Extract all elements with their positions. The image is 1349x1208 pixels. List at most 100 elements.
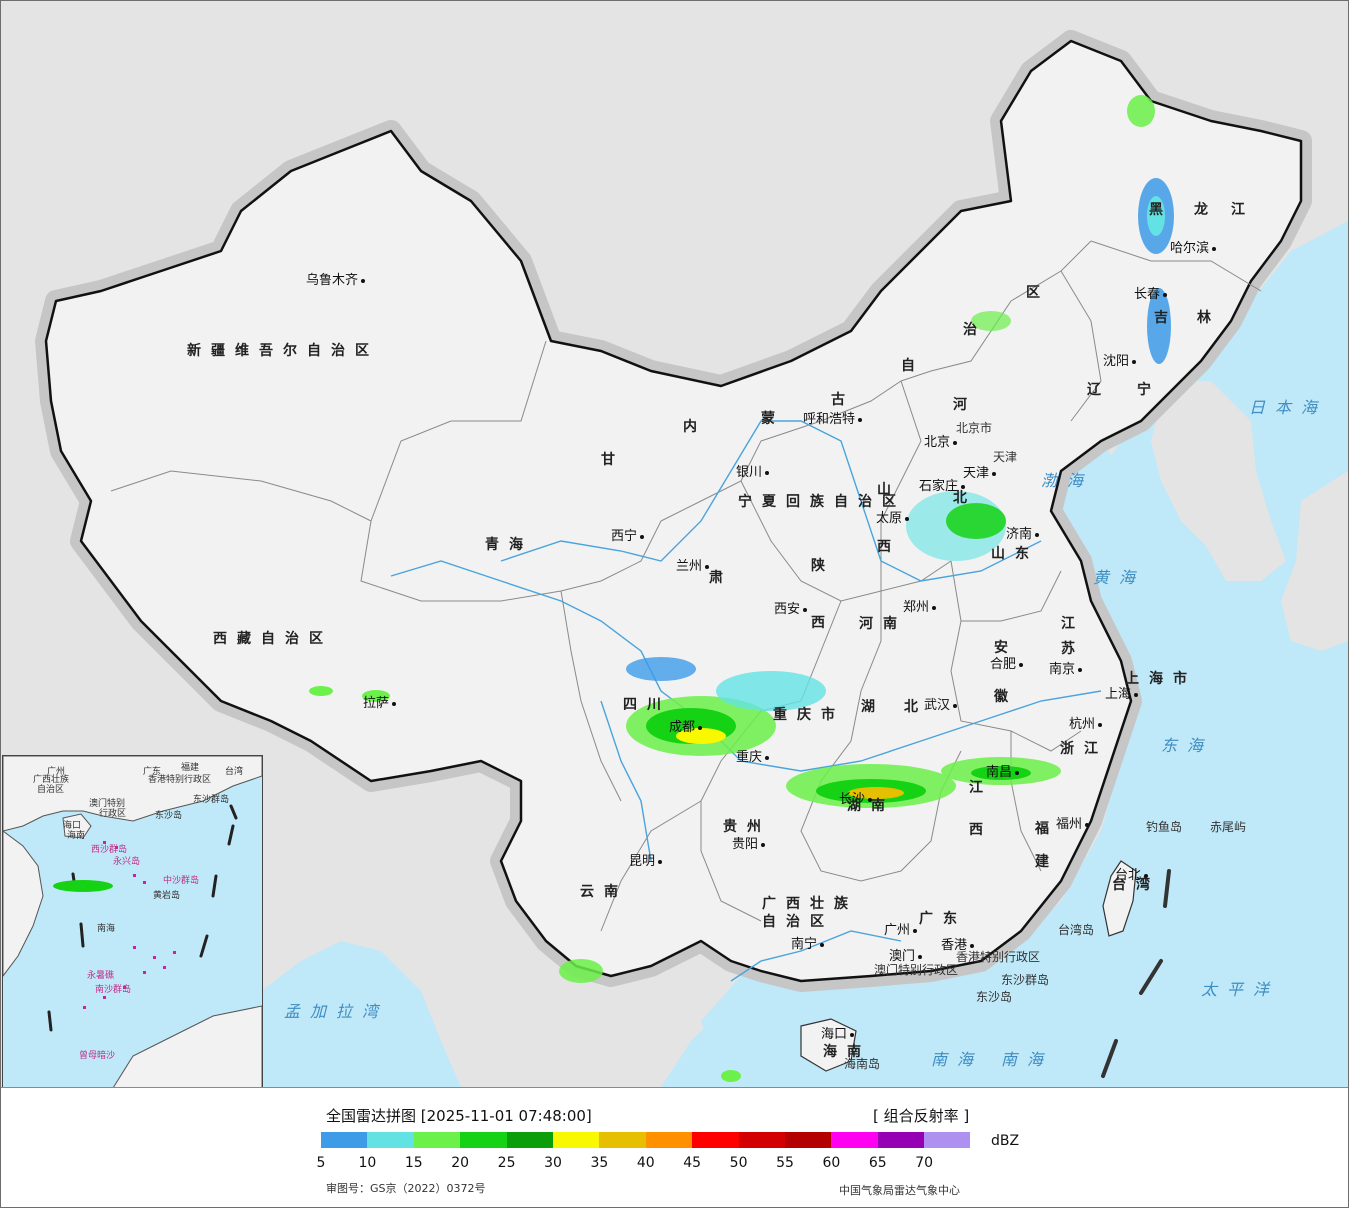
city-name: 澳门 [889, 949, 916, 964]
scale-tick-label: 15 [404, 1155, 423, 1171]
city-dot-icon [913, 928, 918, 933]
place-label: 钓鱼岛 [1146, 820, 1183, 834]
province-label: 治 [963, 322, 987, 338]
city-name: 太原 [876, 511, 903, 526]
color-swatch [413, 1132, 461, 1148]
scale-tick-label: 40 [636, 1155, 655, 1171]
city-name: 天津 [963, 466, 990, 481]
color-swatch [645, 1132, 693, 1148]
city-label[interactable]: 南京 [1049, 658, 1083, 677]
city-label[interactable]: 贵阳 [732, 833, 766, 852]
province-label: 山 [877, 482, 901, 498]
city-name: 西宁 [611, 529, 638, 544]
color-swatch [924, 1132, 971, 1148]
city-label[interactable]: 成都 [669, 716, 703, 735]
city-label[interactable]: 上海 [1105, 683, 1139, 702]
city-dot-icon [1132, 359, 1137, 364]
south-china-sea-inset[interactable]: 广州 广东 福建 台湾 广西壮族 自治区 澳门特别 行政区 香港特别行政区 东沙群岛 东沙岛 海口 海南… [2, 755, 263, 1087]
city-dot-icon [905, 516, 910, 521]
scale-tick-label: 50 [729, 1155, 748, 1171]
city-label[interactable]: 西宁 [611, 525, 645, 544]
city-label[interactable]: 广州 [884, 919, 918, 938]
inset-hainan [62, 813, 92, 839]
nine-dash-line [1101, 869, 1171, 1078]
city-label[interactable]: 海口 [821, 1023, 855, 1042]
city-dot-icon [1134, 692, 1139, 697]
inset-label: 自治区 [37, 785, 65, 795]
province-label: 江 [1231, 202, 1255, 218]
city-label[interactable]: 哈尔滨 [1170, 237, 1217, 256]
inset-label: 海口 [63, 821, 82, 831]
city-label[interactable]: 昆明 [629, 850, 663, 869]
city-label[interactable]: 兰州 [676, 555, 710, 574]
scale-tick-label: 65 [868, 1155, 887, 1171]
inset-label: 广东 [143, 767, 162, 777]
city-name: 拉萨 [363, 696, 390, 711]
sea-label: 黄海 [1093, 568, 1146, 587]
color-swatch [460, 1132, 507, 1148]
taiwan-island [1102, 860, 1137, 937]
city-label[interactable]: 沈阳 [1103, 350, 1137, 369]
inset-label: 黄岩岛 [153, 891, 181, 901]
city-label[interactable]: 天津 [963, 462, 997, 481]
province-label: 宁 [1137, 382, 1161, 398]
inset-island-label: 永兴岛 [113, 857, 141, 867]
city-label[interactable]: 石家庄 [919, 475, 966, 494]
city-label[interactable]: 拉萨 [363, 692, 397, 711]
city-dot-icon [992, 471, 997, 476]
city-label[interactable]: 呼和浩特 [803, 408, 863, 427]
city-label[interactable]: 郑州 [903, 596, 937, 615]
province-label: 江 [1061, 616, 1085, 632]
city-label[interactable]: 济南 [1006, 523, 1040, 542]
city-label[interactable]: 澳门 [889, 945, 923, 964]
city-label[interactable]: 重庆 [736, 746, 770, 765]
city-name: 重庆 [736, 750, 763, 765]
city-label[interactable]: 南宁 [791, 933, 825, 952]
city-label[interactable]: 太原 [876, 507, 910, 526]
province-label: 北 [953, 490, 977, 506]
sea-label: 渤海 [1041, 471, 1094, 490]
city-label[interactable]: 乌鲁木齐 [306, 269, 366, 288]
city-label[interactable]: 合肥 [990, 653, 1024, 672]
city-dot-icon [953, 440, 958, 445]
scale-tick-label: 35 [590, 1155, 609, 1171]
inset-borneo [113, 1005, 262, 1087]
sea-label: 孟加拉湾 [284, 1002, 389, 1021]
province-label: 河 [953, 397, 977, 413]
scale-tick-label: 60 [822, 1155, 841, 1171]
city-label[interactable]: 长沙 [839, 788, 873, 807]
province-label: 新疆维吾尔自治区 [187, 343, 379, 359]
city-dot-icon [1078, 667, 1083, 672]
city-label[interactable]: 南昌 [986, 761, 1020, 780]
inset-vietnam [3, 830, 44, 977]
city-label[interactable]: 西安 [774, 598, 808, 617]
city-label[interactable]: 银川 [736, 461, 770, 480]
place-label: 海南岛 [844, 1057, 881, 1071]
city-label[interactable]: 长春 [1134, 283, 1168, 302]
city-name: 贵阳 [732, 837, 759, 852]
city-label[interactable]: 台北 [1115, 864, 1149, 883]
city-dot-icon [392, 701, 397, 706]
city-label[interactable]: 香港 [941, 934, 975, 953]
color-swatch [367, 1132, 414, 1148]
province-label: 区 [1026, 285, 1050, 301]
city-dot-icon [640, 534, 645, 539]
city-dot-icon [820, 942, 825, 947]
city-name: 南昌 [986, 765, 1013, 780]
city-dot-icon [803, 607, 808, 612]
province-label: 吉 [1154, 310, 1178, 326]
city-label[interactable]: 武汉 [924, 694, 958, 713]
province-label: 龙 [1194, 202, 1218, 218]
city-label[interactable]: 福州 [1056, 813, 1090, 832]
inset-label: 行政区 [99, 809, 127, 819]
color-swatch [784, 1132, 832, 1148]
inset-label: 东沙群岛 [193, 795, 230, 805]
color-swatch [599, 1132, 646, 1148]
city-dot-icon [918, 954, 923, 959]
province-label: 青海 [485, 537, 533, 553]
city-dot-icon [1163, 292, 1168, 297]
map-area[interactable]: 乌鲁木齐 拉萨 西宁 兰州 银川 呼和浩特 西安 成都 重庆 贵阳 昆明 南宁 广州 澳门 香港 海口 长沙 武汉… [1, 1, 1348, 1088]
city-label[interactable]: 北京 [924, 431, 958, 450]
province-label: 自 [901, 358, 925, 374]
city-label[interactable]: 杭州 [1069, 713, 1103, 732]
